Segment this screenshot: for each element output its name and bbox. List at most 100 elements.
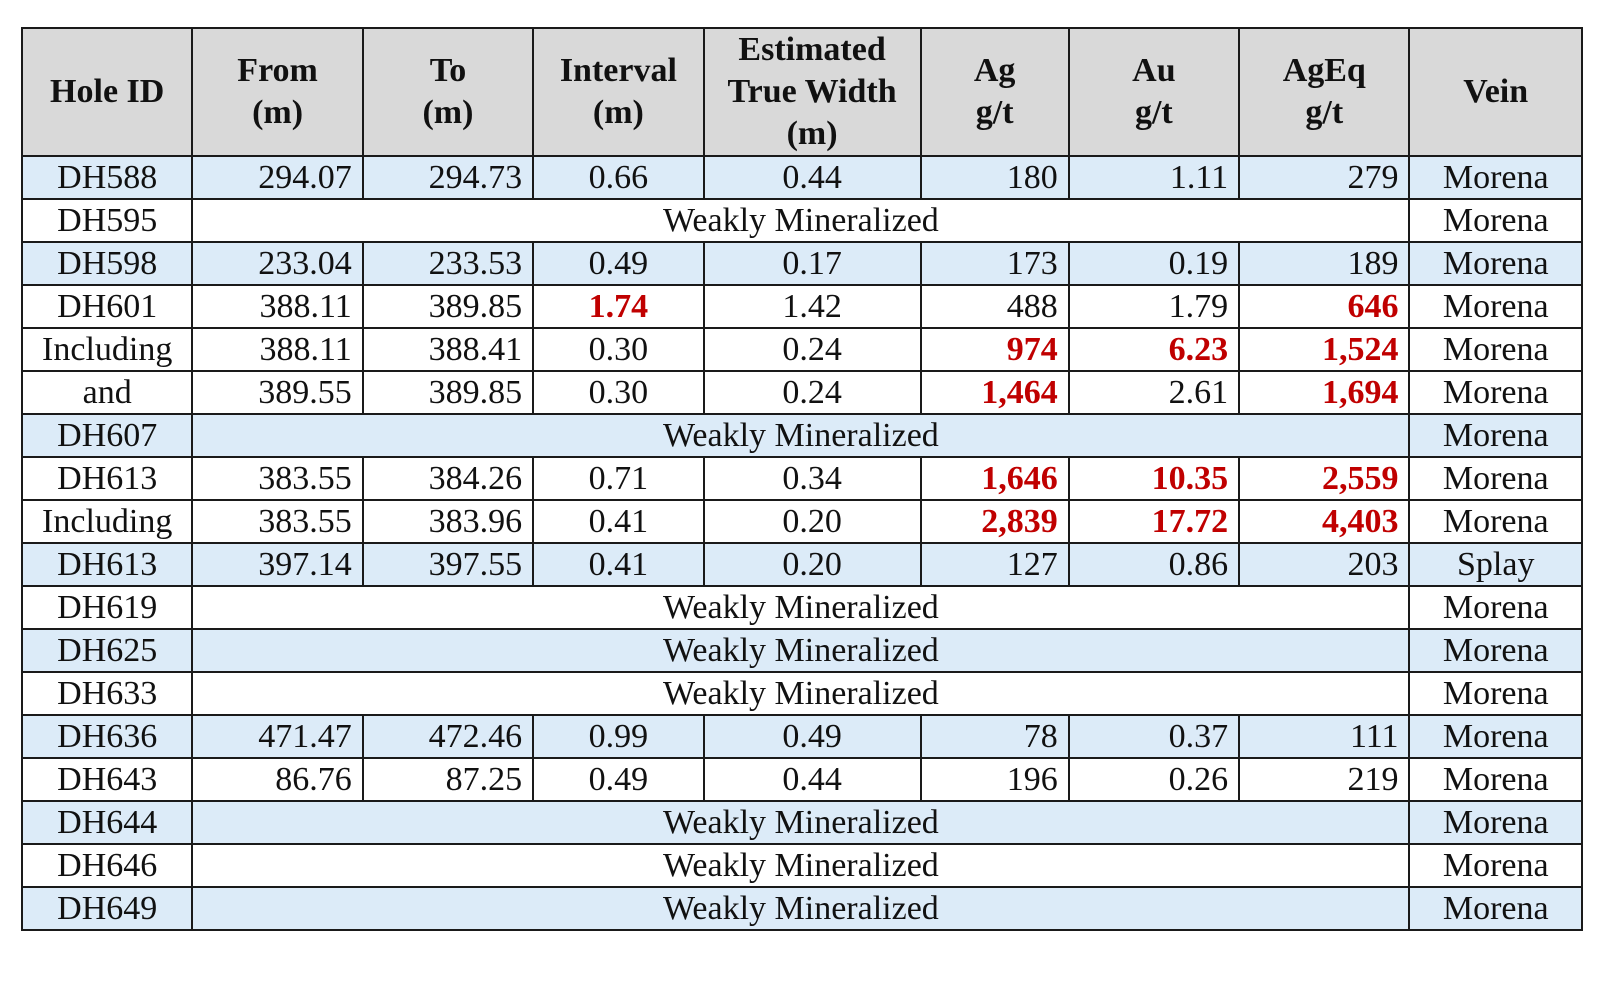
cell-from: 383.55: [191, 499, 364, 544]
table-body: DH588 294.07 294.73 0.66 0.44 180 1.11 279 Moren…: [20, 155, 1583, 931]
cell-hole-id: DH588: [20, 155, 194, 200]
cell-width: 0.20: [702, 542, 922, 587]
header-au: Au g/t: [1067, 27, 1241, 157]
table-row: Including 388.11 388.41 0.30 0.24 974 6.23 1,52…: [20, 327, 1583, 372]
cell-ag: 196: [919, 757, 1070, 802]
table-row: and 389.55 389.85 0.30 0.24 1,464 2.61 1,694 Mor…: [20, 370, 1583, 415]
cell-width: 1.42: [702, 284, 922, 329]
cell-note: Weakly Mineralized: [191, 198, 1411, 243]
cell-vein: Morena: [1408, 284, 1583, 329]
cell-au: 6.23: [1067, 327, 1241, 372]
header-ageq: AgEq g/t: [1238, 27, 1411, 157]
cell-vein: Morena: [1408, 370, 1583, 415]
cell-vein: Morena: [1408, 628, 1583, 673]
cell-ageq: 219: [1238, 757, 1411, 802]
cell-vein: Morena: [1408, 714, 1583, 759]
cell-to: 233.53: [361, 241, 535, 286]
cell-interval: 0.66: [532, 155, 705, 200]
cell-ageq: 1,694: [1238, 370, 1411, 415]
cell-vein: Morena: [1408, 843, 1583, 888]
cell-ag: 173: [919, 241, 1070, 286]
cell-au: 0.37: [1067, 714, 1241, 759]
table-row: DH588 294.07 294.73 0.66 0.44 180 1.11 279 Moren…: [20, 155, 1583, 200]
cell-note: Weakly Mineralized: [191, 413, 1411, 458]
cell-width: 0.44: [702, 757, 922, 802]
cell-to: 389.85: [361, 284, 535, 329]
cell-hole-id: Including: [20, 327, 194, 372]
cell-width: 0.49: [702, 714, 922, 759]
cell-au: 1.11: [1067, 155, 1241, 200]
cell-hole-id: DH598: [20, 241, 194, 286]
cell-interval: 0.49: [532, 757, 705, 802]
cell-vein: Splay: [1408, 542, 1583, 587]
cell-interval: 0.41: [532, 499, 705, 544]
cell-hole-id: DH613: [20, 542, 194, 587]
cell-vein: Morena: [1408, 413, 1583, 458]
cell-ag: 127: [919, 542, 1070, 587]
table-row: DH613 383.55 384.26 0.71 0.34 1,646 10.35 2,559…: [20, 456, 1583, 501]
table-row: DH601 388.11 389.85 1.74 1.42 488 1.79 646 Moren…: [20, 284, 1583, 329]
cell-hole-id: DH595: [20, 198, 194, 243]
cell-ag: 974: [919, 327, 1070, 372]
table-row: DH644 Weakly Mineralized Morena: [20, 800, 1583, 845]
cell-interval: 0.30: [532, 327, 705, 372]
cell-hole-id: DH646: [20, 843, 194, 888]
cell-ageq: 189: [1238, 241, 1411, 286]
cell-width: 0.44: [702, 155, 922, 200]
table-row: DH598 233.04 233.53 0.49 0.17 173 0.19 189 Moren…: [20, 241, 1583, 286]
cell-ag: 1,464: [919, 370, 1070, 415]
cell-ag: 180: [919, 155, 1070, 200]
cell-note: Weakly Mineralized: [191, 628, 1411, 673]
cell-hole-id: DH625: [20, 628, 194, 673]
cell-interval: 1.74: [532, 284, 705, 329]
cell-hole-id: and: [20, 370, 194, 415]
cell-from: 389.55: [191, 370, 364, 415]
cell-hole-id: DH633: [20, 671, 194, 716]
cell-from: 388.11: [191, 327, 364, 372]
header-from: From (m): [191, 27, 364, 157]
cell-hole-id: Including: [20, 499, 194, 544]
cell-vein: Morena: [1408, 198, 1583, 243]
cell-interval: 0.49: [532, 241, 705, 286]
table-row: DH649 Weakly Mineralized Morena: [20, 886, 1583, 931]
table-row: DH625 Weakly Mineralized Morena: [20, 628, 1583, 673]
cell-hole-id: DH643: [20, 757, 194, 802]
table-row: DH619 Weakly Mineralized Morena: [20, 585, 1583, 630]
header-row: Hole ID From (m) To (m) Interval (m) Estima…: [20, 27, 1583, 157]
cell-note: Weakly Mineralized: [191, 800, 1411, 845]
cell-au: 2.61: [1067, 370, 1241, 415]
cell-vein: Morena: [1408, 671, 1583, 716]
cell-to: 294.73: [361, 155, 535, 200]
cell-ag: 78: [919, 714, 1070, 759]
table-row: DH646 Weakly Mineralized Morena: [20, 843, 1583, 888]
cell-to: 384.26: [361, 456, 535, 501]
cell-from: 86.76: [191, 757, 364, 802]
cell-hole-id: DH644: [20, 800, 194, 845]
cell-note: Weakly Mineralized: [191, 671, 1411, 716]
cell-hole-id: DH619: [20, 585, 194, 630]
cell-au: 10.35: [1067, 456, 1241, 501]
cell-vein: Morena: [1408, 800, 1583, 845]
cell-ageq: 2,559: [1238, 456, 1411, 501]
cell-hole-id: DH607: [20, 413, 194, 458]
cell-interval: 0.71: [532, 456, 705, 501]
cell-hole-id: DH636: [20, 714, 194, 759]
cell-to: 472.46: [361, 714, 535, 759]
cell-ageq: 279: [1238, 155, 1411, 200]
cell-ag: 2,839: [919, 499, 1070, 544]
cell-vein: Morena: [1408, 757, 1583, 802]
cell-vein: Morena: [1408, 155, 1583, 200]
cell-to: 397.55: [361, 542, 535, 587]
cell-ageq: 111: [1238, 714, 1411, 759]
cell-ageq: 646: [1238, 284, 1411, 329]
cell-width: 0.20: [702, 499, 922, 544]
cell-from: 397.14: [191, 542, 364, 587]
table-row: DH636 471.47 472.46 0.99 0.49 78 0.37 111 Morena: [20, 714, 1583, 759]
cell-hole-id: DH613: [20, 456, 194, 501]
cell-to: 87.25: [361, 757, 535, 802]
cell-vein: Morena: [1408, 327, 1583, 372]
cell-from: 388.11: [191, 284, 364, 329]
header-interval: Interval (m): [532, 27, 705, 157]
cell-width: 0.34: [702, 456, 922, 501]
cell-au: 0.26: [1067, 757, 1241, 802]
